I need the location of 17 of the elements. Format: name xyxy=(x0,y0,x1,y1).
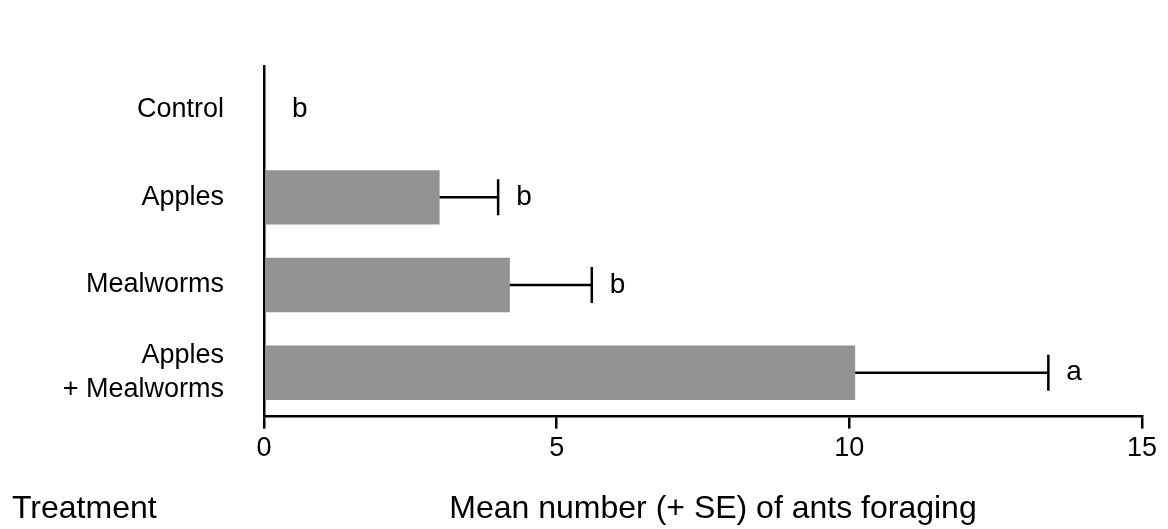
annotation: b xyxy=(516,180,532,212)
annotation: a xyxy=(1066,355,1083,387)
y-tick-label: Apples + Mealworms xyxy=(62,339,224,404)
x-axis-title: Mean number (+ SE) of ants foraging xyxy=(449,489,977,525)
y-tick-label: Mealworms xyxy=(85,268,224,299)
y-tick-label: Apples xyxy=(141,180,224,211)
bar xyxy=(265,345,856,400)
x-tick-label: 5 xyxy=(549,432,565,463)
annotation: b xyxy=(609,267,626,299)
y-tick-label: Control xyxy=(136,93,224,124)
x-tick-label: 10 xyxy=(834,432,865,463)
bar xyxy=(265,170,440,225)
x-tick-label: 15 xyxy=(1126,432,1158,463)
x-tick-label: 0 xyxy=(256,432,272,463)
y-axis-title: Treatment xyxy=(12,489,157,525)
bar xyxy=(265,257,510,313)
annotation: b xyxy=(292,92,308,124)
